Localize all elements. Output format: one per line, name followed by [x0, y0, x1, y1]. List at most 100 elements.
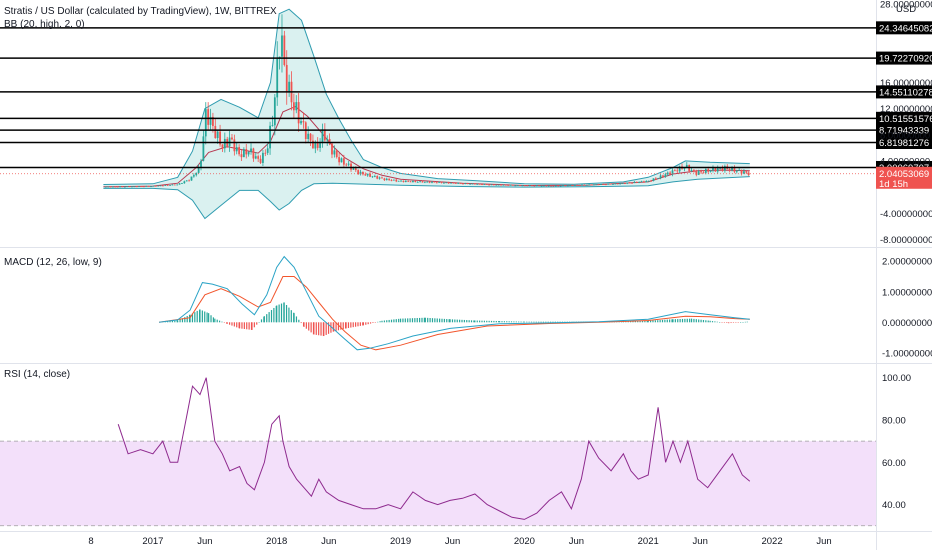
candle-body: [381, 177, 383, 179]
candle-body: [204, 109, 207, 137]
candle-body: [352, 168, 355, 170]
price-axis-tick: 28.00000000: [880, 0, 932, 10]
macd-histogram-bar: [518, 321, 520, 323]
candle-body: [123, 186, 126, 188]
candle-body: [673, 170, 676, 172]
candle-body: [571, 185, 574, 186]
macd-histogram-bar: [167, 321, 169, 323]
last-price-tag: [876, 166, 932, 189]
candle-body: [578, 185, 581, 186]
candle-body: [245, 149, 248, 155]
macd-histogram-bar: [362, 322, 364, 326]
candle-body: [488, 184, 491, 186]
candle-body: [523, 185, 526, 187]
candle-body: [721, 168, 724, 171]
price-axis-unit: USD: [896, 4, 916, 15]
macd-histogram-bar: [664, 319, 666, 323]
candle-body: [550, 185, 552, 187]
macd-histogram-bar: [243, 322, 245, 329]
macd-histogram-bar: [298, 319, 300, 323]
candle-body: [466, 183, 469, 185]
macd-histogram-bar: [506, 321, 508, 323]
macd-histogram-bar: [355, 322, 357, 327]
macd-histogram-bar: [540, 321, 542, 323]
macd-histogram-bar: [189, 314, 191, 323]
candle-body: [595, 184, 598, 186]
candle-body: [450, 182, 452, 184]
macd-histogram-bar: [201, 310, 203, 323]
candle-body: [378, 177, 381, 179]
candle-body: [623, 183, 626, 185]
candle-body: [631, 182, 633, 184]
candle-body: [223, 138, 226, 149]
macd-histogram-bar: [379, 321, 381, 323]
macd-histogram-bar: [179, 319, 181, 323]
macd-histogram-bar: [488, 320, 490, 323]
macd-histogram-bar: [337, 322, 340, 331]
time-axis-tick: Jun: [693, 536, 708, 547]
candle-body: [531, 185, 533, 187]
candle-body: [476, 183, 479, 185]
macd-histogram-bar: [283, 302, 285, 323]
candle-body: [428, 181, 431, 183]
candle-body: [662, 175, 664, 177]
candle-body: [664, 174, 667, 177]
candle-body: [202, 136, 205, 161]
time-axis-tick: 2018: [266, 536, 287, 547]
candle-body: [609, 183, 612, 185]
candle-body: [528, 185, 531, 187]
macd-pane[interactable]: [159, 255, 750, 351]
macd-histogram-bar: [646, 320, 648, 323]
candle-body: [340, 158, 343, 163]
candle-body: [635, 181, 638, 183]
candle-body: [247, 151, 250, 155]
macd-histogram-bar: [383, 320, 385, 323]
macd-histogram-bar: [666, 319, 668, 323]
macd-histogram-bar: [690, 318, 693, 323]
candle-body: [657, 178, 660, 179]
macd-histogram-bar: [705, 320, 707, 323]
candle-body: [676, 170, 679, 172]
macd-histogram-bar: [483, 320, 485, 323]
candle-body: [652, 178, 655, 181]
macd-histogram-bar: [223, 322, 225, 323]
candle-body: [557, 185, 560, 187]
candle-body: [581, 184, 583, 186]
candle-body: [154, 185, 157, 187]
candle-body: [590, 184, 593, 186]
macd-histogram-bar: [513, 321, 515, 323]
macd-histogram-bar: [716, 321, 718, 323]
candle-body: [133, 186, 136, 188]
candle-body: [602, 184, 605, 185]
candle-body: [221, 144, 224, 149]
macd-histogram-bar: [709, 320, 711, 323]
candle-body: [597, 184, 600, 186]
macd-histogram-bar: [318, 322, 320, 336]
candle-body: [433, 181, 436, 183]
macd-axis-tick: 1.00000000: [882, 287, 932, 298]
macd-histogram-bar: [559, 321, 561, 323]
macd-histogram-bar: [503, 321, 505, 323]
rsi-line: [117, 377, 751, 520]
candle-body: [281, 35, 283, 57]
price-pane[interactable]: [0, 8, 876, 220]
candle-body: [459, 182, 462, 184]
candle-body: [219, 131, 221, 145]
candle-body: [738, 169, 741, 171]
macd-histogram-bar: [388, 319, 390, 323]
candle-body: [514, 185, 517, 187]
macd-histogram-bar: [476, 320, 478, 323]
candle-body: [443, 182, 445, 184]
candle-body: [307, 133, 310, 139]
macd-histogram-bar: [742, 322, 744, 323]
level-tag-label: 10.51551576: [879, 114, 932, 125]
macd-histogram-bar: [320, 322, 322, 336]
macd-histogram-bar: [350, 322, 352, 328]
rsi-pane[interactable]: [0, 377, 876, 527]
macd-histogram-bar: [702, 320, 705, 323]
macd-histogram-bar: [246, 322, 248, 330]
macd-axis-tick: 0.00000000: [882, 318, 932, 329]
candle-body: [695, 171, 698, 175]
candle-body: [559, 185, 562, 187]
